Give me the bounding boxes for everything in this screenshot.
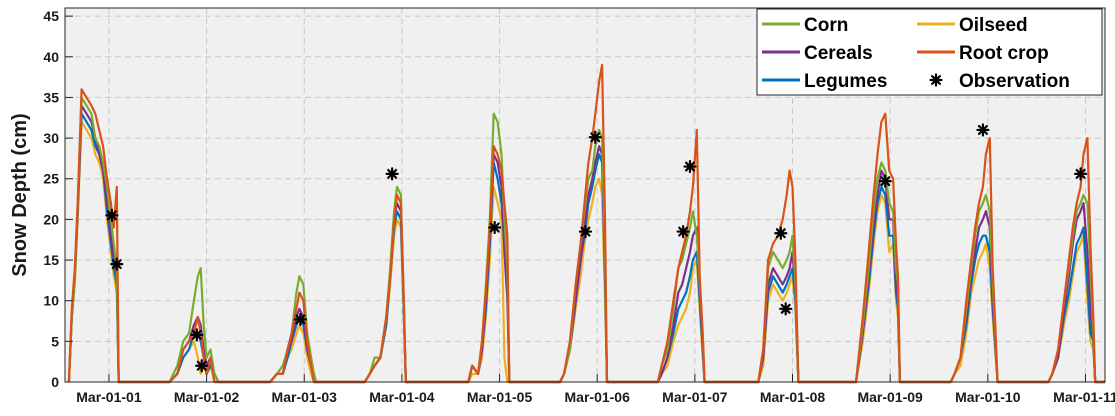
x-tick-label: Mar-01-02 bbox=[174, 389, 240, 405]
y-tick-label: 10 bbox=[43, 293, 59, 309]
observation-point bbox=[1073, 167, 1088, 181]
observation-point bbox=[774, 226, 788, 240]
observation-marker-stroke bbox=[590, 132, 601, 143]
observation-marker-stroke bbox=[775, 228, 786, 239]
observation-point bbox=[110, 257, 124, 271]
observation-marker-stroke bbox=[880, 176, 891, 187]
legend-label-oilseed: Oilseed bbox=[959, 15, 1028, 36]
observation-point bbox=[385, 167, 399, 181]
observation-point bbox=[578, 224, 593, 239]
y-tick-label: 15 bbox=[43, 252, 59, 268]
observation-marker-stroke bbox=[489, 222, 500, 233]
observation-point bbox=[195, 359, 209, 373]
observation-marker-stroke bbox=[931, 75, 941, 85]
observation-marker-stroke bbox=[295, 314, 306, 325]
y-axis-title: Snow Depth (cm) bbox=[9, 113, 31, 276]
observation-marker-stroke bbox=[580, 226, 591, 237]
x-tick-label: Mar-01-11 bbox=[1053, 389, 1115, 405]
x-tick-label: Mar-01-04 bbox=[369, 389, 435, 405]
y-tick-label: 45 bbox=[43, 8, 59, 24]
observation-marker-stroke bbox=[977, 124, 988, 135]
observation-marker-stroke bbox=[387, 168, 398, 179]
observation-marker-stroke bbox=[1075, 168, 1086, 179]
x-tick-label: Mar-01-07 bbox=[662, 389, 728, 405]
legend-label-observation: Observation bbox=[959, 71, 1070, 92]
x-axis-ticks: Mar-01-01 Mar-01-02 Mar-01-03 Mar-01-04 Mar-… bbox=[76, 374, 1115, 405]
y-tick-label: 5 bbox=[51, 333, 59, 349]
y-tick-label: 20 bbox=[43, 211, 59, 227]
x-tick-label: Mar-01-09 bbox=[857, 389, 923, 405]
observation-point bbox=[676, 224, 690, 239]
y-tick-label: 40 bbox=[43, 49, 59, 65]
observation-point bbox=[878, 174, 892, 188]
legend-label-root-crop: Root crop bbox=[959, 43, 1049, 64]
legend-label-cereals: Cereals bbox=[804, 43, 873, 64]
observation-point bbox=[683, 159, 697, 174]
observation-marker-stroke bbox=[106, 210, 117, 221]
observation-point bbox=[588, 130, 602, 144]
x-tick-label: Mar-01-08 bbox=[760, 389, 826, 405]
y-tick-label: 30 bbox=[43, 130, 59, 146]
x-tick-label: Mar-01-06 bbox=[565, 389, 631, 405]
observation-marker-stroke bbox=[191, 329, 202, 340]
observation-point bbox=[105, 208, 119, 222]
observation-marker-stroke bbox=[684, 161, 695, 172]
x-tick-label: Mar-01-01 bbox=[76, 389, 142, 405]
legend-label-legumes: Legumes bbox=[804, 71, 887, 92]
y-tick-label: 35 bbox=[43, 89, 59, 105]
observation-marker-stroke bbox=[780, 303, 791, 314]
y-axis-ticks: 0 5 10 15 20 25 30 35 40 45 bbox=[43, 8, 73, 390]
series-line-root-crop bbox=[67, 63, 1105, 384]
observation-point bbox=[779, 302, 793, 316]
x-tick-label: Mar-01-05 bbox=[467, 389, 533, 405]
observation-marker-stroke bbox=[678, 226, 689, 237]
observation-point bbox=[488, 220, 502, 235]
observation-marker-stroke bbox=[196, 360, 207, 371]
y-tick-label: 0 bbox=[51, 374, 59, 390]
observation-point bbox=[190, 328, 204, 342]
x-tick-label: Mar-01-03 bbox=[272, 389, 338, 405]
observation-point bbox=[293, 312, 307, 326]
y-tick-label: 25 bbox=[43, 171, 59, 187]
observation-point bbox=[976, 123, 990, 137]
x-tick-label: Mar-01-10 bbox=[955, 389, 1021, 405]
legend-marker-observation bbox=[929, 73, 943, 87]
legend: Corn Cereals Legumes Oilseed Root crop Observ… bbox=[756, 8, 1103, 96]
plot-frame bbox=[64, 7, 1106, 383]
observation-markers bbox=[105, 123, 1088, 373]
legend-label-corn: Corn bbox=[804, 15, 848, 36]
observation-marker-stroke bbox=[111, 259, 122, 270]
